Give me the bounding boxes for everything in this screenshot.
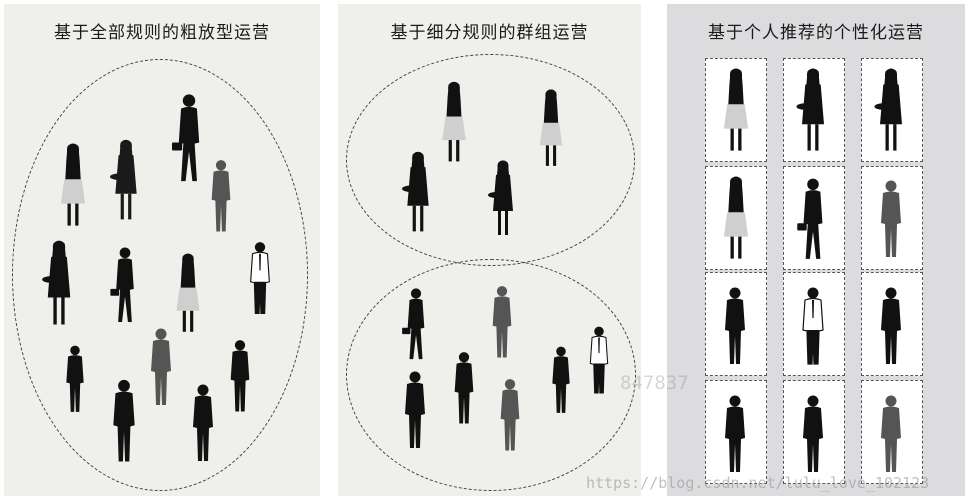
person-figure <box>874 67 908 155</box>
person-figure <box>718 67 754 155</box>
person-figure <box>720 391 750 477</box>
panel-mass-operation: 基于全部规则的粗放型运营 <box>4 4 320 496</box>
watermark-center: 847837 <box>620 372 689 394</box>
person-figure <box>188 382 218 464</box>
person-figure <box>876 177 906 261</box>
person-card <box>705 166 767 270</box>
person-figure <box>876 283 906 369</box>
person-figure <box>796 67 830 155</box>
person-figure <box>226 334 254 418</box>
panel-group-operation: 基于细分规则的群组运营 <box>338 4 641 496</box>
panel-personalized-operation: 基于个人推荐的个性化运营 <box>667 4 965 496</box>
person-card <box>861 166 923 270</box>
person-figure <box>534 88 568 170</box>
panel-title: 基于全部规则的粗放型运营 <box>54 23 270 43</box>
person-card <box>861 58 923 162</box>
person-figure <box>146 324 176 410</box>
person-card <box>783 166 845 270</box>
person-figure <box>798 391 828 477</box>
panel-title: 基于细分规则的群组运营 <box>390 23 589 43</box>
person-figure <box>246 238 274 318</box>
person-figure <box>718 175 754 263</box>
group-ellipse-bottom <box>346 259 636 491</box>
person-figure <box>400 366 430 454</box>
person-figure <box>548 340 574 420</box>
person-figure <box>400 287 432 361</box>
person-figure <box>450 348 478 428</box>
person-figure <box>876 391 906 477</box>
person-figure <box>798 283 828 369</box>
person-figure <box>488 156 518 242</box>
person-figure <box>488 284 516 360</box>
person-figure <box>42 239 76 329</box>
person-figure <box>402 148 434 238</box>
person-card <box>705 380 767 484</box>
panel-title: 基于个人推荐的个性化运营 <box>708 23 924 43</box>
watermark-url: https://blog.csdn.net/lulu_love_102123 <box>586 474 930 492</box>
person-figure <box>62 340 88 418</box>
person-figure <box>438 80 470 166</box>
person-card <box>861 272 923 376</box>
person-figure <box>108 246 142 324</box>
person-figure <box>56 142 90 230</box>
person-figure <box>207 156 235 236</box>
person-card <box>783 380 845 484</box>
person-figure <box>796 177 830 261</box>
person-figure <box>496 374 524 456</box>
person-figure <box>586 322 612 398</box>
person-figure <box>172 92 206 184</box>
person-figure <box>110 138 142 224</box>
group-ellipse-all <box>12 59 308 491</box>
person-card <box>783 58 845 162</box>
person-card <box>783 272 845 376</box>
person-figure <box>720 283 750 369</box>
person-figure <box>108 378 140 464</box>
person-card <box>705 58 767 162</box>
person-card <box>861 380 923 484</box>
person-card <box>705 272 767 376</box>
